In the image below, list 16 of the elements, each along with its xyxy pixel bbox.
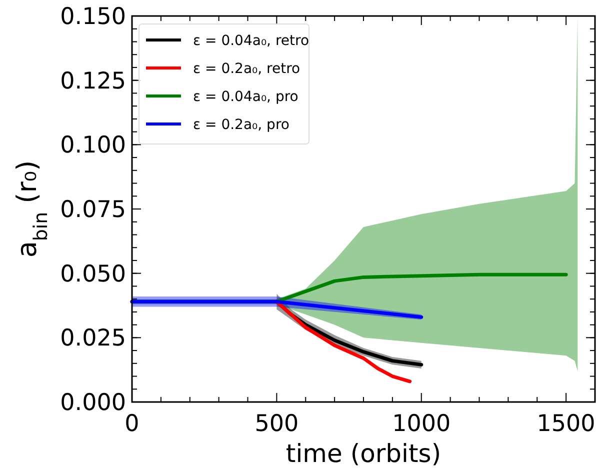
x-tick-label: 0 xyxy=(124,411,140,437)
legend-label: ε = 0.04a₀, pro xyxy=(193,89,298,105)
x-axis-title: time (orbits) xyxy=(286,439,442,468)
x-tick-label: 1000 xyxy=(392,411,451,437)
y-tick-label: 0.025 xyxy=(60,326,126,352)
legend-label: ε = 0.2a₀, retro xyxy=(193,61,300,77)
y-tick-label: 0.100 xyxy=(60,132,126,159)
x-tick-label: 500 xyxy=(254,411,299,437)
y-tick-label: 0.050 xyxy=(60,261,126,288)
y-tick-label: 0.075 xyxy=(60,197,126,223)
legend-label: ε = 0.2a₀, pro xyxy=(193,117,290,133)
y-tick-label: 0.125 xyxy=(60,68,126,94)
y-tick-label: 0.150 xyxy=(60,4,126,30)
legend-label: ε = 0.04a₀, retro xyxy=(193,33,310,49)
x-tick-label: 1500 xyxy=(536,411,596,437)
y-tick-label: 0.000 xyxy=(60,390,126,416)
